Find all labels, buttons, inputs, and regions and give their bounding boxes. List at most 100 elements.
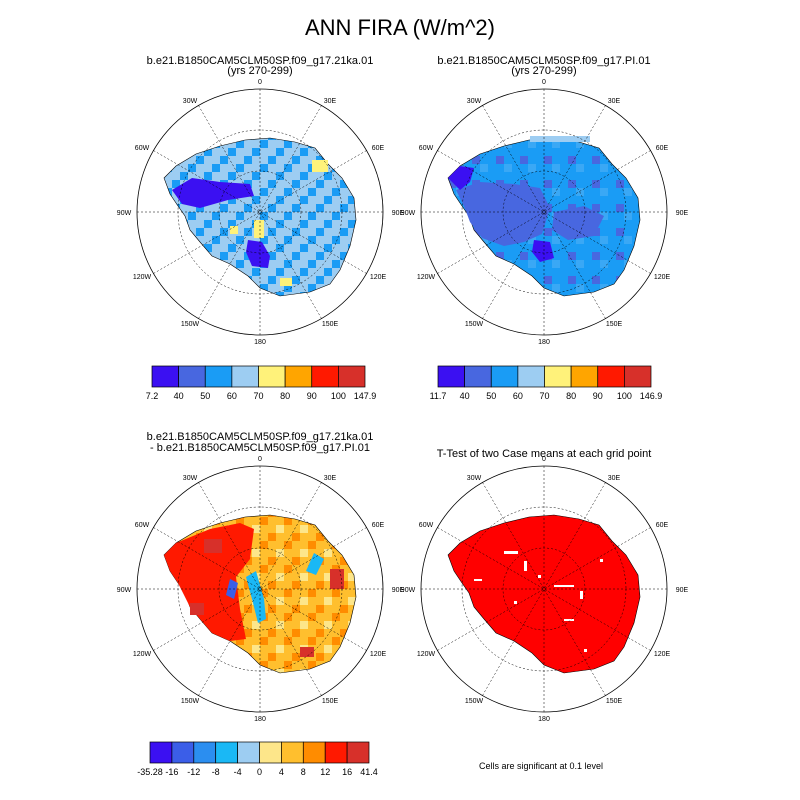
low-value-region-south [246,240,270,268]
lon-label-60w: 60W [419,522,434,529]
graticule [137,89,383,335]
lon-label-180: 180 [538,716,550,723]
panel-1-title: b.e21.B1850CAM5CLM50SP.f09_g17.21ka.01 [147,55,374,67]
colorbar-swatch [597,365,625,388]
colorbar-tick-label: 90 [593,391,603,401]
lon-label-90e: 90E [392,210,405,217]
colorbar-tick-label: 60 [227,391,237,401]
lon-label-150e: 150E [606,321,623,328]
colorbar-tick-label: -16 [165,767,178,777]
longitude-labels: 0 30E 60E 90E 120E 150E 180 150W 120W 90… [401,79,689,346]
lon-label-120w: 120W [417,651,436,658]
longitude-labels: 0 30E 60E 90E 120E 150E 180 150W 120W 90… [117,456,405,723]
colorbar-tick-label: 7.2 [146,391,159,401]
lon-label-30e: 30E [324,475,337,482]
colorbar-tick-label: 147.9 [354,391,377,401]
lon-label-90e: 90E [676,210,689,217]
colorbar-tick-label: 11.7 [430,391,447,401]
graticule [137,466,383,712]
panel-4: T-Test of two Case means at each grid po… [401,448,689,771]
lon-label-150w: 150W [465,698,484,705]
lon-label-150w: 150W [181,698,200,705]
lon-label-60e: 60E [372,522,385,529]
lon-label-180: 180 [254,339,266,346]
non-significant-gaps [474,551,603,652]
colorbar-tick-label: 100 [331,391,346,401]
colorbar-swatch [149,741,173,764]
colorbar-swatch [570,365,599,388]
colorbar-swatch [324,741,348,764]
lon-label-120w: 120W [133,651,152,658]
colorbar-tick-label: 8 [301,767,306,777]
high-value-patch [254,220,264,238]
colorbar-swatch [517,365,545,388]
lon-label-120e: 120E [370,274,387,281]
low-value-region [456,182,550,246]
lon-label-30w: 30W [183,475,198,482]
lon-label-60w: 60W [135,522,150,529]
panel-4-title: T-Test of two Case means at each grid po… [437,448,652,460]
panel-2-map: 0 30E 60E 90E 120E 150E 180 150W 120W 90… [401,79,689,346]
colorbar-swatch [311,365,339,388]
colorbar-swatch [215,741,238,764]
lon-label-120e: 120E [654,274,671,281]
dark-red-patch [330,569,344,589]
colorbar-tick-label: 70 [253,391,263,401]
colorbar-swatch [338,365,366,388]
lon-label-90w: 90W [401,587,416,594]
colorbar-swatch [171,741,195,764]
lon-label-90e: 90E [676,587,689,594]
lowest-value-region [448,166,474,190]
colorbar-tick-label: 146.9 [640,391,663,401]
low-value-region [172,178,254,208]
lon-label-60e: 60E [656,145,669,152]
lon-label-60e: 60E [656,522,669,529]
lon-label-90w: 90W [117,587,132,594]
cold-core [226,579,238,599]
colorbar-swatch [624,365,652,388]
lon-label-150e: 150E [322,698,339,705]
lon-label-30e: 30E [608,98,621,105]
lon-label-30w: 30W [183,98,198,105]
lon-label-120w: 120W [417,274,436,281]
colorbar-tick-label: -4 [234,767,242,777]
panel-2-colorbar: 11.7 40 50 60 70 80 90 100 146.9 [430,365,663,401]
panel-3-map: 0 30E 60E 90E 120E 150E 180 150W 120W 90… [117,456,405,723]
colorbar-tick-label: 80 [566,391,576,401]
longitude-labels: 0 30E 60E 90E 120E 150E 180 150W 120W 90… [401,456,689,723]
cold-stripe-east [306,553,324,575]
colorbar-swatch [544,365,572,388]
panel-1-colorbar: 7.2 40 50 60 70 80 90 100 147.9 [146,365,377,401]
colorbar-swatch [302,741,326,764]
lon-label-120e: 120E [370,651,387,658]
lon-label-150w: 150W [181,321,200,328]
panel-1-map: 0 30E 60E 90E 120E 150E 180 150W 120W 90… [117,79,405,346]
lon-label-90w: 90W [117,210,132,217]
colorbar-tick-label: 41.4 [360,767,378,777]
colorbar-swatch [178,365,206,388]
longitude-labels: 0 30E 60E 90E 120E 150E 180 150W 120W 90… [117,79,405,346]
colorbar-tick-label: 0 [257,767,262,777]
high-value-patch [312,160,328,172]
high-value-patch [280,278,292,286]
colorbar-swatch [284,365,313,388]
panel-2-subtitle: (yrs 270-299) [511,65,576,77]
colorbar-swatch [258,365,286,388]
colorbar-tick-label: 80 [280,391,290,401]
panel-4-footnote: Cells are significant at 0.1 level [479,761,603,771]
high-value-patch [230,226,238,234]
low-value-region-east [552,206,604,240]
colorbar-tick-label: 16 [342,767,352,777]
lon-label-30e: 30E [608,475,621,482]
lowest-value-region-south [532,240,554,262]
colorbar-tick-label: 60 [513,391,523,401]
lon-label-60w: 60W [419,145,434,152]
lon-label-30w: 30W [467,475,482,482]
panel-3: b.e21.B1850CAM5CLM50SP.f09_g17.21ka.01 -… [117,431,405,777]
colorbar-tick-label: -8 [212,767,220,777]
colorbar-tick-label: -12 [187,767,200,777]
colorbar-tick-label: 4 [279,767,284,777]
light-patch [530,136,590,142]
panel-1: b.e21.B1850CAM5CLM50SP.f09_g17.21ka.01 (… [117,55,405,401]
